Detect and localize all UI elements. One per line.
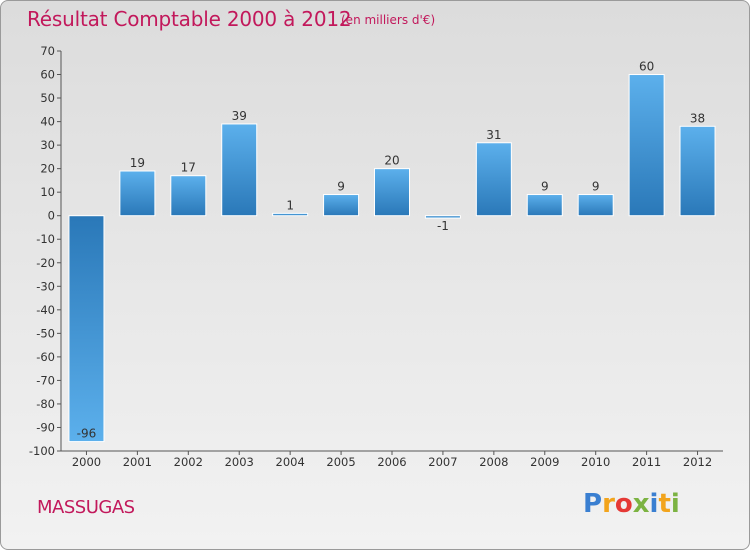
y-tick-label: 20 <box>40 162 55 176</box>
bar-value-label: 9 <box>592 180 600 194</box>
bar-value-label: 31 <box>486 128 501 142</box>
y-tick-label: -80 <box>36 397 55 411</box>
x-tick-label: 2009 <box>530 455 559 469</box>
bar <box>475 142 512 217</box>
x-tick-label: 2005 <box>326 455 355 469</box>
x-tick-label: 2000 <box>72 455 101 469</box>
bar <box>679 125 716 217</box>
y-tick-label: -100 <box>29 444 55 458</box>
bar-value-label: 39 <box>232 109 247 123</box>
bar <box>374 168 410 217</box>
y-tick-label: -10 <box>36 232 55 246</box>
bar-value-label: 9 <box>337 180 345 194</box>
bar <box>272 212 309 217</box>
proxiti-logo: Proxiti <box>583 489 680 519</box>
bar-value-label: 1 <box>286 198 294 212</box>
y-tick-label: 50 <box>40 91 55 105</box>
bar-value-label: 60 <box>639 60 654 74</box>
x-tick-label: 2008 <box>479 455 508 469</box>
bar <box>577 194 614 217</box>
bar <box>170 175 207 217</box>
bar-value-label: 38 <box>690 111 705 125</box>
y-tick-label: 0 <box>48 209 55 223</box>
bar-value-label: -96 <box>77 427 97 441</box>
x-tick-label: 2003 <box>225 455 254 469</box>
y-tick-label: 60 <box>40 68 55 82</box>
logo-letter: P <box>583 489 603 519</box>
y-tick-label: -70 <box>36 373 55 387</box>
y-tick-label: -20 <box>36 256 55 270</box>
bar <box>526 194 563 217</box>
bar-value-label: 17 <box>181 161 196 175</box>
bar <box>68 215 105 443</box>
bar-value-label: 20 <box>384 154 399 168</box>
bar-value-label: -1 <box>437 219 449 233</box>
x-tick-label: 2001 <box>123 455 152 469</box>
y-tick-label: 40 <box>40 115 55 129</box>
x-tick-label: 2007 <box>428 455 457 469</box>
logo-letter: i <box>649 489 659 519</box>
chart-axes: 706050403020100-10-20-30-40-50-60-70-80-… <box>29 44 723 469</box>
bar-value-label: 19 <box>130 156 145 170</box>
bar-value-label: 9 <box>541 180 549 194</box>
logo-letter: x <box>632 489 650 519</box>
x-tick-label: 2006 <box>377 455 406 469</box>
bar <box>628 74 665 217</box>
logo-letter: i <box>670 489 680 519</box>
commune-name: MASSUGAS <box>37 497 135 518</box>
logo-letter: o <box>614 489 633 519</box>
y-tick-label: -60 <box>36 350 55 364</box>
y-tick-label: 70 <box>40 44 55 58</box>
bar <box>424 215 461 219</box>
y-tick-label: -40 <box>36 303 55 317</box>
bar <box>323 194 360 217</box>
x-tick-label: 2002 <box>174 455 203 469</box>
y-tick-label: 30 <box>40 138 55 152</box>
chart-title: Résultat Comptable 2000 à 2012 <box>27 7 352 31</box>
logo-letter: r <box>602 489 615 519</box>
y-tick-label: -50 <box>36 326 55 340</box>
x-tick-label: 2011 <box>632 455 661 469</box>
y-tick-label: -30 <box>36 279 55 293</box>
y-tick-label: -90 <box>36 420 55 434</box>
logo-letter: t <box>658 489 671 519</box>
chart-subtitle: (en milliers d'€) <box>341 13 436 27</box>
bar <box>221 123 258 217</box>
x-tick-label: 2010 <box>581 455 610 469</box>
bar-series <box>68 74 716 443</box>
y-tick-label: 10 <box>40 185 55 199</box>
x-tick-label: 2012 <box>683 455 712 469</box>
x-tick-label: 2004 <box>276 455 305 469</box>
bar <box>119 170 156 217</box>
